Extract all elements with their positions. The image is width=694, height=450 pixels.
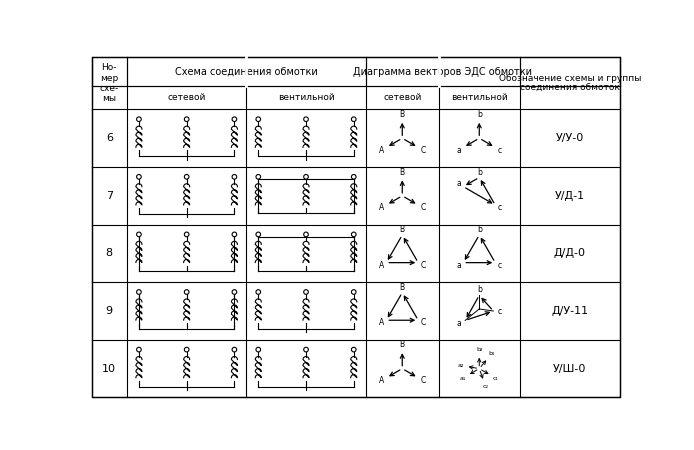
Circle shape — [256, 175, 260, 179]
Circle shape — [256, 347, 260, 352]
Text: B: B — [400, 283, 405, 292]
Text: 7: 7 — [105, 191, 113, 201]
Circle shape — [304, 175, 308, 179]
Text: У/У-0: У/У-0 — [556, 133, 584, 143]
Circle shape — [232, 347, 237, 352]
Text: b₁: b₁ — [489, 351, 495, 356]
Text: a: a — [456, 180, 461, 189]
Circle shape — [137, 347, 142, 352]
Text: A: A — [379, 146, 384, 155]
Circle shape — [256, 232, 260, 237]
Circle shape — [351, 347, 356, 352]
Text: b: b — [477, 285, 482, 294]
Text: b: b — [477, 167, 482, 176]
Circle shape — [185, 232, 189, 237]
Circle shape — [232, 117, 237, 122]
Text: вентильной: вентильной — [278, 94, 335, 103]
Text: a₂: a₂ — [457, 363, 464, 368]
Text: Д/У-11: Д/У-11 — [551, 306, 589, 316]
Circle shape — [304, 347, 308, 352]
Circle shape — [232, 290, 237, 294]
Text: Диаграмма векторов ЭДС обмотки: Диаграмма векторов ЭДС обмотки — [353, 67, 532, 77]
Text: c: c — [498, 306, 502, 315]
Circle shape — [137, 175, 142, 179]
Circle shape — [351, 117, 356, 122]
Text: C: C — [421, 376, 425, 385]
Circle shape — [232, 175, 237, 179]
Text: Схема соединения обмотки: Схема соединения обмотки — [175, 67, 318, 76]
Text: 6: 6 — [105, 133, 112, 143]
Circle shape — [304, 232, 308, 237]
Text: B: B — [400, 110, 405, 119]
Text: 8: 8 — [105, 248, 113, 258]
Text: c: c — [498, 261, 502, 270]
Text: c₂: c₂ — [483, 384, 489, 389]
Text: b₂: b₂ — [476, 347, 482, 352]
Text: Д/Д-0: Д/Д-0 — [554, 248, 586, 258]
Text: 9: 9 — [105, 306, 113, 316]
Text: C: C — [421, 319, 425, 328]
Text: b: b — [477, 225, 482, 234]
Text: c: c — [498, 203, 502, 212]
Text: Но-
мер
схе-
мы: Но- мер схе- мы — [100, 63, 119, 104]
Text: a: a — [457, 319, 462, 328]
Text: C: C — [421, 203, 425, 212]
Text: c₁: c₁ — [493, 376, 499, 381]
Circle shape — [232, 232, 237, 237]
Circle shape — [185, 347, 189, 352]
Text: b: b — [477, 110, 482, 119]
Circle shape — [137, 117, 142, 122]
Circle shape — [351, 175, 356, 179]
Circle shape — [256, 290, 260, 294]
Text: сетевой: сетевой — [167, 94, 206, 103]
Circle shape — [351, 290, 356, 294]
Text: У/Д-1: У/Д-1 — [555, 191, 585, 201]
Text: вентильной: вентильной — [451, 94, 507, 103]
Circle shape — [185, 175, 189, 179]
Text: A: A — [379, 261, 384, 270]
Text: У/Ш-0: У/Ш-0 — [553, 364, 586, 374]
Text: B: B — [400, 167, 405, 176]
Circle shape — [137, 290, 142, 294]
Text: c: c — [498, 146, 502, 155]
Circle shape — [304, 117, 308, 122]
Text: a: a — [456, 261, 461, 270]
Circle shape — [185, 290, 189, 294]
Text: C: C — [421, 261, 425, 270]
Text: 10: 10 — [102, 364, 117, 374]
Text: a₁: a₁ — [459, 376, 466, 381]
Text: A: A — [379, 319, 384, 328]
Text: A: A — [379, 203, 384, 212]
Circle shape — [351, 232, 356, 237]
Text: A: A — [379, 376, 384, 385]
Text: B: B — [400, 340, 405, 349]
Text: a: a — [456, 146, 461, 155]
Circle shape — [304, 290, 308, 294]
Text: сетевой: сетевой — [383, 94, 421, 103]
Text: B: B — [400, 225, 405, 234]
Text: C: C — [421, 146, 425, 155]
Circle shape — [137, 232, 142, 237]
Circle shape — [256, 117, 260, 122]
Circle shape — [185, 117, 189, 122]
Text: Обозначение схемы и группы
соединения обмоток: Обозначение схемы и группы соединения об… — [498, 73, 641, 93]
